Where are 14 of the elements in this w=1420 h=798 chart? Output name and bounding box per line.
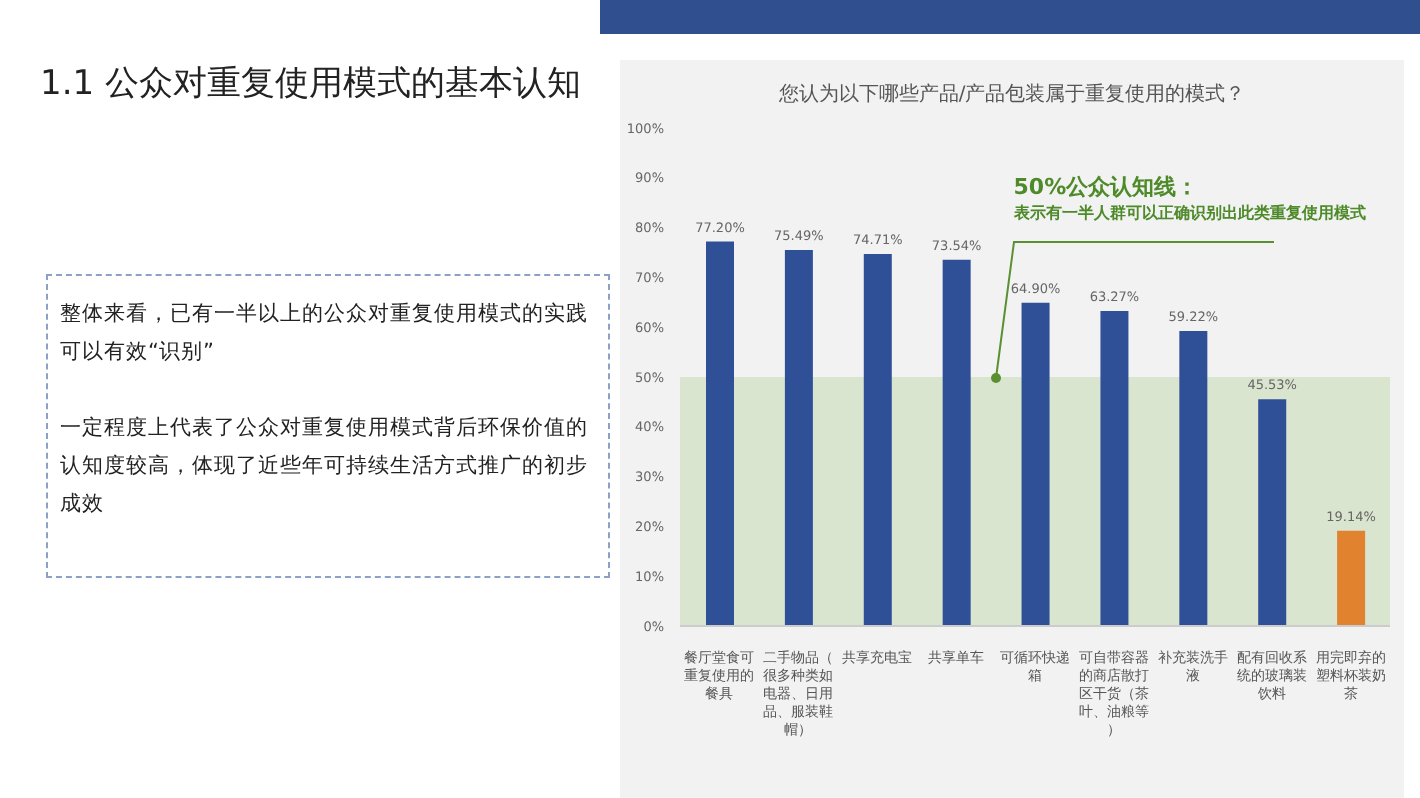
bar — [942, 259, 971, 626]
text: 1.1 公众对重复使用模式的基本认知 — [40, 62, 581, 106]
annotation: 表示有一半人群可以正确识别出此类重复使用模式 — [1013, 201, 1366, 223]
bar — [1100, 310, 1129, 626]
bar — [1337, 530, 1366, 626]
bar — [1021, 302, 1050, 626]
bar — [1258, 399, 1287, 626]
bar — [784, 250, 813, 626]
bar — [706, 241, 734, 626]
bar — [863, 253, 892, 626]
bar — [1179, 331, 1208, 626]
chart-title: 您认为以下哪些产品/产品包装属于重复使用的模式？ — [776, 81, 1248, 108]
text-card: 整体来看，已有一半以上的公众对重复使用模式的实践可以有效“识别” 一定程度上代表了公众对重复使用模式背后环保价值的认知度较高，体现了近些年可持续生活方式推广的初步成效 — [46, 274, 610, 578]
annotation: 50%公众认知线： — [1013, 171, 1201, 201]
